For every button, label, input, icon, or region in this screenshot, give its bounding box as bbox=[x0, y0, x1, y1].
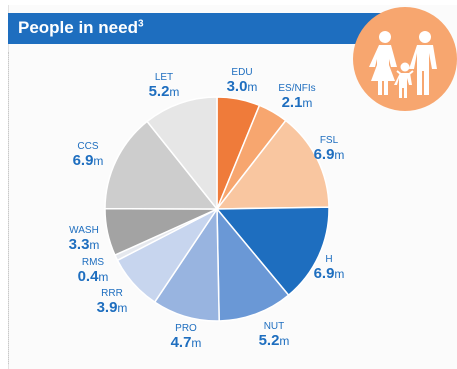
slice-value: 5.2m bbox=[148, 82, 180, 100]
slice-unit: m bbox=[302, 95, 313, 110]
footnote-marker: 3 bbox=[137, 18, 144, 30]
slice-value: 2.1m bbox=[281, 93, 313, 111]
slice-unit: m bbox=[334, 147, 345, 162]
slice-unit: m bbox=[93, 153, 104, 168]
slice-name: ES/NFIs bbox=[278, 83, 316, 94]
slice-unit: m bbox=[279, 333, 290, 348]
pie-slice-h bbox=[215, 206, 330, 297]
slice-unit: m bbox=[334, 266, 345, 281]
slice-label-pro: PRO 4.7m bbox=[170, 323, 202, 351]
header-bar: People in need3 bbox=[8, 13, 408, 44]
slice-unit: m bbox=[169, 84, 180, 99]
slice-name: H bbox=[325, 254, 333, 265]
slice-label-edu: EDU 3.0m bbox=[226, 67, 258, 95]
slice-name: NUT bbox=[263, 321, 285, 332]
slice-label-ccs: CCS 6.9m bbox=[72, 141, 104, 169]
slice-unit: m bbox=[247, 79, 258, 94]
slice-value: 3.9m bbox=[96, 298, 128, 316]
slice-label-let: LET 5.2m bbox=[148, 72, 180, 100]
pie-slice-nut bbox=[216, 206, 290, 322]
slice-name: PRO bbox=[175, 323, 197, 334]
slice-unit: m bbox=[89, 237, 100, 252]
slice-name: CCS bbox=[77, 141, 99, 152]
slice-value: 3.3m bbox=[68, 235, 100, 253]
slice-value: 6.9m bbox=[313, 145, 345, 163]
slice-label-rms: RMS 0.4m bbox=[77, 257, 109, 285]
slice-name: FSL bbox=[319, 135, 339, 146]
pie-slices bbox=[104, 96, 330, 322]
slice-name: RRR bbox=[101, 288, 123, 299]
slice-unit: m bbox=[117, 300, 128, 315]
page-title: People in need3 bbox=[18, 18, 144, 38]
slice-name: RMS bbox=[81, 257, 105, 268]
slice-value: 6.9m bbox=[72, 151, 104, 169]
slice-value: 4.7m bbox=[170, 333, 202, 351]
slice-value: 6.9m bbox=[313, 264, 345, 282]
slice-label-es-nfis: ES/NFIs 2.1m bbox=[278, 83, 316, 111]
slice-label-fsl: FSL 6.9m bbox=[313, 135, 345, 163]
slice-value: 0.4m bbox=[77, 267, 109, 285]
slice-value: 3.0m bbox=[226, 77, 258, 95]
family-icon bbox=[353, 7, 457, 111]
slice-value: 5.2m bbox=[258, 331, 290, 349]
title-text: People in need bbox=[18, 18, 138, 37]
pie-slice-fsl bbox=[215, 119, 330, 210]
slice-unit: m bbox=[98, 269, 109, 284]
slice-label-wash: WASH 3.3m bbox=[68, 225, 100, 253]
dotted-divider bbox=[8, 52, 10, 364]
slice-label-h: H 6.9m bbox=[313, 254, 345, 282]
pie-slice-let bbox=[146, 96, 218, 212]
slice-unit: m bbox=[191, 335, 202, 350]
slice-label-nut: NUT 5.2m bbox=[258, 321, 290, 349]
slice-name: LET bbox=[154, 72, 174, 83]
pie-slice-ccs bbox=[104, 120, 219, 210]
slice-name: EDU bbox=[231, 67, 253, 78]
slice-name: WASH bbox=[69, 225, 99, 236]
slice-label-rrr: RRR 3.9m bbox=[96, 288, 128, 316]
